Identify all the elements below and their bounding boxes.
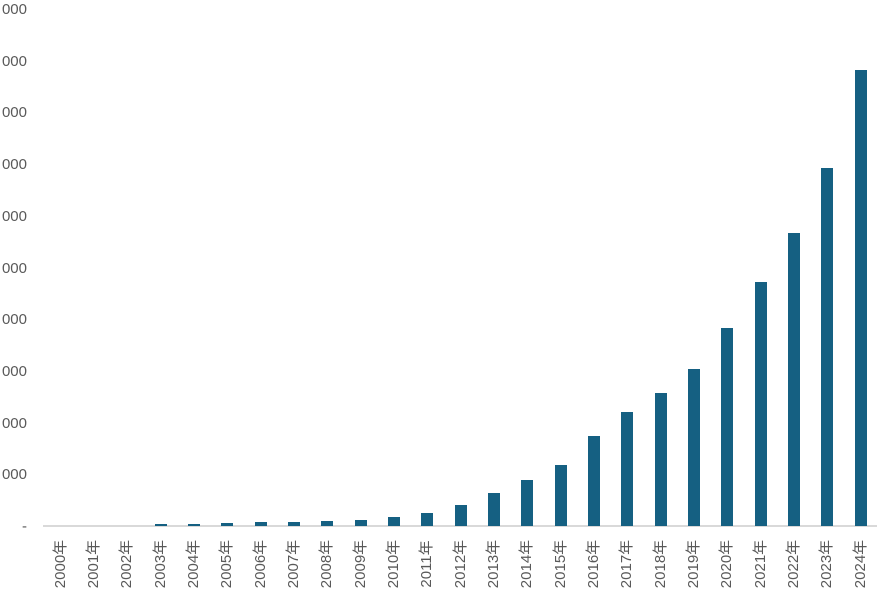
- x-axis-tick-label: 2006年: [251, 539, 269, 589]
- y-axis-tick-label: 000: [1, 208, 27, 225]
- x-axis-tick-label: 2008年: [318, 539, 336, 589]
- bar-2014年: [521, 479, 534, 526]
- x-axis-tick-label: 2018年: [651, 539, 669, 589]
- bar-2024年: [854, 70, 867, 526]
- x-axis-tick-label: 2013年: [485, 539, 503, 589]
- bar-2015年: [554, 464, 567, 526]
- x-axis-tick-label: 2007年: [285, 539, 303, 589]
- x-axis-tick-label: 2023年: [818, 539, 836, 589]
- y-axis-tick-label: 000: [1, 467, 27, 484]
- bar-2019年: [688, 368, 701, 526]
- bar-2003年: [154, 523, 167, 526]
- x-axis-line: [43, 525, 877, 527]
- y-axis-tick-label: 000: [1, 312, 27, 329]
- y-axis-tick-label: 000: [1, 105, 27, 122]
- bar-2004年: [188, 523, 201, 526]
- y-axis-tick-label: -: [22, 519, 27, 535]
- y-axis-tick-label: 000: [1, 415, 27, 432]
- bar-2013年: [488, 492, 501, 526]
- bar-2010年: [388, 517, 401, 526]
- bar-2017年: [621, 411, 634, 526]
- y-axis-tick-label: 000: [1, 157, 27, 174]
- x-axis-tick-label: 2012年: [451, 539, 469, 589]
- bar-2008年: [321, 521, 334, 526]
- bar-2016年: [588, 436, 601, 526]
- x-axis-tick-label: 2019年: [685, 539, 703, 589]
- bar-2006年: [254, 522, 267, 526]
- bar-2012年: [454, 504, 467, 526]
- bar-2018年: [654, 393, 667, 526]
- bar-2021年: [754, 281, 767, 526]
- y-axis-tick-label: 000: [1, 2, 27, 18]
- bar-2023年: [821, 167, 834, 526]
- x-axis-tick-label: 2024年: [851, 539, 869, 589]
- x-axis-tick-label: 2001年: [85, 539, 102, 589]
- x-axis-tick-label: 2004年: [185, 539, 203, 589]
- bar-2022年: [788, 232, 801, 526]
- x-axis-tick-label: 2005年: [218, 539, 236, 589]
- x-axis-tick-label: 2000年: [51, 539, 69, 589]
- x-axis-tick-label: 2003年: [151, 539, 169, 589]
- x-axis-tick-label: 2020年: [718, 539, 736, 589]
- bar-2009年: [354, 520, 367, 526]
- bar-2020年: [721, 327, 734, 526]
- x-axis-tick-label: 2011年: [418, 540, 436, 588]
- y-axis-tick-label: 000: [1, 363, 27, 380]
- bar-2011年: [421, 512, 434, 526]
- x-axis-tick-label: 2022年: [785, 539, 803, 589]
- x-axis-tick-label: 2014年: [518, 539, 536, 589]
- x-axis-tick-label: 2002年: [118, 539, 136, 589]
- x-axis-tick-label: 2016年: [585, 539, 603, 589]
- x-axis-tick-label: 2017年: [618, 539, 636, 589]
- x-axis-tick-label: 2015年: [551, 539, 569, 589]
- y-axis-tick-label: 000: [1, 260, 27, 277]
- bar-2005年: [221, 523, 234, 526]
- bar-2007年: [288, 522, 301, 526]
- x-axis-tick-label: 2009年: [351, 539, 369, 589]
- x-axis-tick-label: 2021年: [751, 539, 769, 589]
- x-axis-tick-label: 2010年: [385, 539, 403, 589]
- y-axis-tick-label: 000: [1, 53, 27, 70]
